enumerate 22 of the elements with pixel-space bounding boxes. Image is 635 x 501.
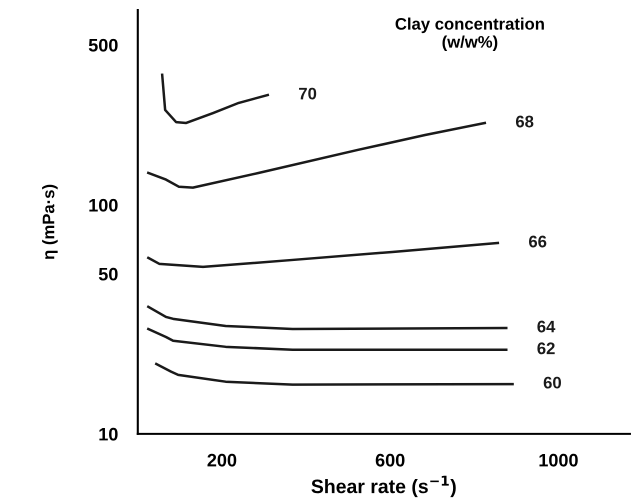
line-series — [147, 328, 508, 352]
series-label: 66 — [529, 236, 546, 248]
y-axis-title: η (mPa·s) — [42, 184, 58, 260]
x-tick-label: 200 — [207, 454, 236, 467]
line-series — [147, 122, 486, 189]
x-tick-label: 1000 — [539, 454, 578, 467]
series-label: 64 — [537, 320, 556, 332]
y-tick-label: 50 — [98, 268, 118, 281]
x-axis-title: Shear rate (s$^{−1}$) — [311, 476, 456, 498]
line-series — [147, 306, 508, 330]
series-label: 60 — [544, 376, 561, 389]
line-series — [160, 74, 270, 124]
line-series — [155, 362, 514, 386]
line-series — [147, 242, 500, 268]
y-tick-label: 100 — [89, 198, 118, 212]
x-tick-label: 600 — [376, 454, 404, 467]
legend-title: Clay concentration (w/w%) — [396, 18, 544, 52]
y-tick-label: 10 — [99, 428, 118, 441]
y-tick-label: 500 — [88, 38, 118, 52]
series-label: 70 — [299, 88, 316, 100]
series-label: 68 — [516, 116, 534, 128]
series-label: 62 — [537, 342, 555, 354]
